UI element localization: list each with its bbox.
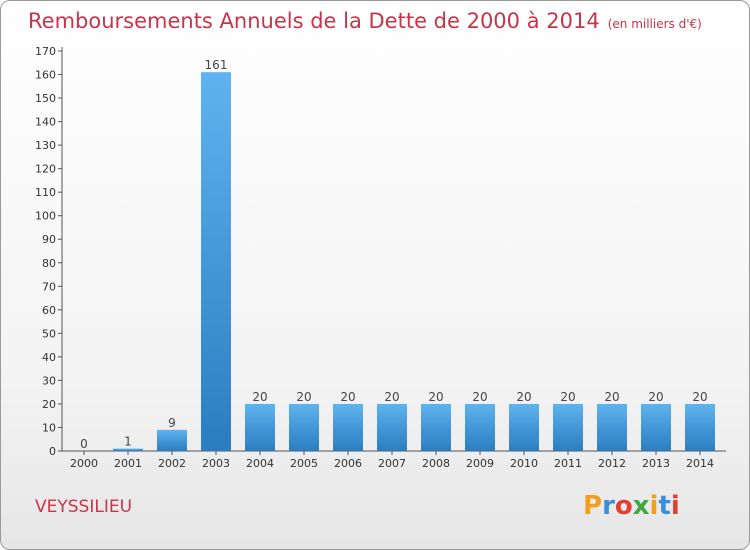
value-label-2009: 20 bbox=[472, 390, 487, 404]
x-tick-label-2008: 2008 bbox=[422, 457, 450, 470]
value-label-2012: 20 bbox=[604, 390, 619, 404]
value-label-2007: 20 bbox=[384, 390, 399, 404]
axes: 0102030405060708090100110120130140150160… bbox=[35, 45, 726, 470]
chart-title: Remboursements Annuels de la Dette de 20… bbox=[28, 9, 702, 33]
x-tick-label-2013: 2013 bbox=[642, 457, 670, 470]
x-tick-label-2010: 2010 bbox=[510, 457, 538, 470]
y-tick-label: 120 bbox=[35, 163, 56, 176]
x-tick-label-2002: 2002 bbox=[158, 457, 186, 470]
value-label-2002: 9 bbox=[168, 416, 176, 430]
x-tick-label-2009: 2009 bbox=[466, 457, 494, 470]
chart-title-text: Remboursements Annuels de la Dette de 20… bbox=[28, 9, 600, 33]
y-tick-label: 140 bbox=[35, 116, 56, 129]
value-label-2005: 20 bbox=[296, 390, 311, 404]
x-tick-label-2007: 2007 bbox=[378, 457, 406, 470]
y-tick-label: 160 bbox=[35, 69, 56, 82]
bar-2004 bbox=[245, 403, 275, 451]
location-label: VEYSSILIEU bbox=[35, 497, 133, 517]
y-tick-label: 110 bbox=[35, 186, 56, 199]
y-tick-label: 60 bbox=[42, 304, 56, 317]
y-tick-label: 170 bbox=[35, 45, 56, 58]
bar-2003 bbox=[201, 72, 231, 452]
bar-2012 bbox=[597, 403, 627, 451]
value-label-2014: 20 bbox=[692, 390, 707, 404]
value-label-2013: 20 bbox=[648, 390, 663, 404]
y-tick-label: 100 bbox=[35, 210, 56, 223]
value-label-2003: 161 bbox=[205, 58, 228, 72]
value-label-2010: 20 bbox=[516, 390, 531, 404]
y-tick-label: 10 bbox=[42, 421, 56, 434]
bar-2008 bbox=[421, 403, 451, 451]
proxiti-logo: Proxiti bbox=[583, 491, 680, 521]
x-tick-label-2011: 2011 bbox=[554, 457, 582, 470]
x-tick-label-2014: 2014 bbox=[686, 457, 714, 470]
y-tick-label: 130 bbox=[35, 139, 56, 152]
y-tick-label: 150 bbox=[35, 92, 56, 105]
bar-2002 bbox=[157, 429, 187, 451]
value-label-2008: 20 bbox=[428, 390, 443, 404]
bar-2009 bbox=[465, 403, 495, 451]
bar-2010 bbox=[509, 403, 539, 451]
y-tick-label: 30 bbox=[42, 374, 56, 387]
y-tick-label: 90 bbox=[42, 233, 56, 246]
value-label-2004: 20 bbox=[252, 390, 267, 404]
y-tick-label: 70 bbox=[42, 280, 56, 293]
bar-2007 bbox=[377, 403, 407, 451]
bars: 0 1 9 161 20 20 20 20 20 20 20 20 20 20 20 bbox=[80, 58, 715, 452]
y-tick-label: 0 bbox=[49, 445, 56, 458]
x-tick-label-2012: 2012 bbox=[598, 457, 626, 470]
x-tick-label-2001: 2001 bbox=[114, 457, 142, 470]
value-label-2000: 0 bbox=[80, 437, 88, 451]
y-tick-label: 20 bbox=[42, 398, 56, 411]
x-tick-label-2006: 2006 bbox=[334, 457, 362, 470]
x-tick-label-2000: 2000 bbox=[70, 457, 98, 470]
bar-2013 bbox=[641, 403, 671, 451]
y-tick-label: 50 bbox=[42, 327, 56, 340]
x-tick-label-2003: 2003 bbox=[202, 457, 230, 470]
bar-2011 bbox=[553, 403, 583, 451]
chart-unit: (en milliers d'€) bbox=[607, 17, 702, 31]
value-label-2006: 20 bbox=[340, 390, 355, 404]
y-tick-label: 40 bbox=[42, 351, 56, 364]
bar-2005 bbox=[289, 403, 319, 451]
x-tick-label-2004: 2004 bbox=[246, 457, 274, 470]
bar-2014 bbox=[685, 403, 715, 451]
bar-2001 bbox=[113, 448, 143, 451]
y-tick-label: 80 bbox=[42, 257, 56, 270]
bar-2006 bbox=[333, 403, 363, 451]
value-label-2011: 20 bbox=[560, 390, 575, 404]
x-tick-label-2005: 2005 bbox=[290, 457, 318, 470]
value-label-2001: 1 bbox=[124, 435, 132, 449]
